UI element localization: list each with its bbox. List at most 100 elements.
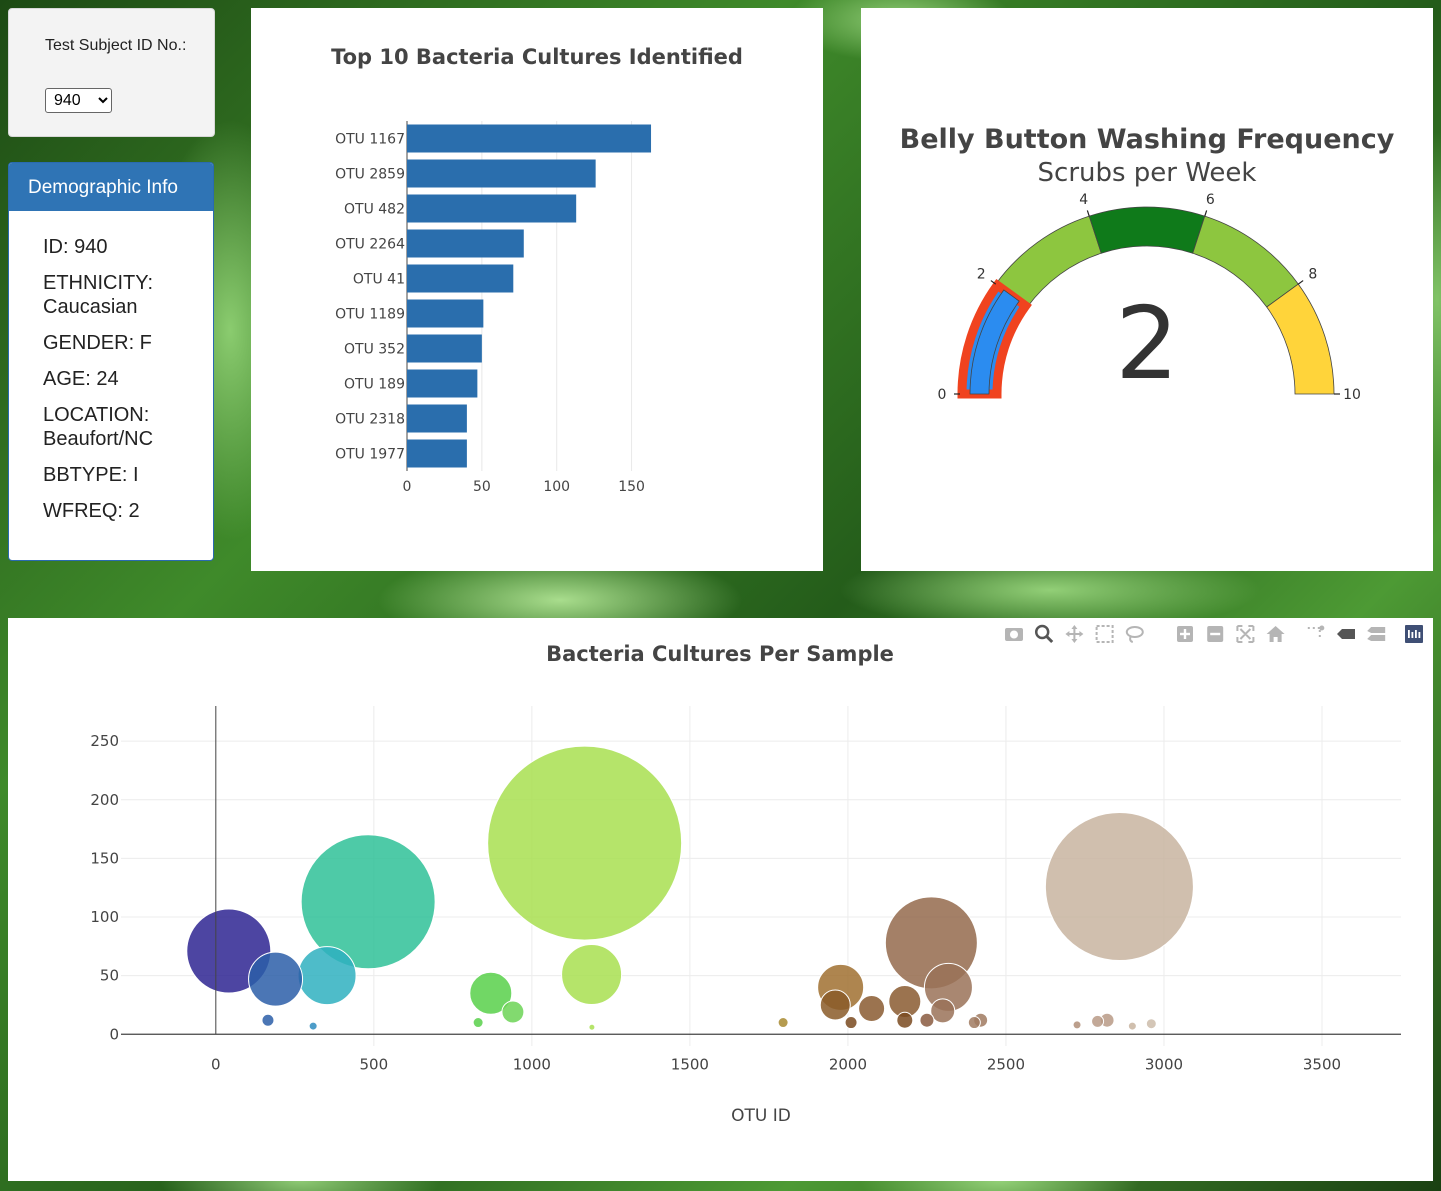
gauge-value: 2 [1115, 285, 1179, 402]
plotly-logo-icon[interactable] [1405, 625, 1423, 643]
bar-x-tick-label: 150 [618, 479, 645, 495]
bubble-chart-title: Bacteria Cultures Per Sample [546, 642, 894, 666]
bar-category-label: OTU 352 [344, 342, 405, 358]
bubble-point[interactable] [896, 1011, 914, 1029]
zoom-out-icon[interactable] [1207, 626, 1224, 642]
bar-chart-tick-labels: 0 50 100 150 [403, 479, 645, 495]
bubble-point[interactable] [588, 1023, 596, 1031]
gauge-tick-label: 8 [1308, 267, 1317, 283]
demographic-info-header: Demographic Info [9, 163, 213, 211]
bubble-point[interactable] [1044, 812, 1194, 962]
lasso-icon[interactable] [1125, 626, 1144, 643]
bar[interactable] [407, 229, 524, 258]
gauge-tick-label: 4 [1079, 192, 1088, 208]
bubble-point[interactable] [1072, 1020, 1082, 1030]
subject-selector-label: Test Subject ID No.: [45, 37, 187, 54]
bubble-y-tick-label: 0 [109, 1025, 119, 1043]
bubble-point[interactable] [1091, 1014, 1105, 1028]
gauge-bands [957, 206, 1335, 399]
bubble-point[interactable] [297, 946, 357, 1006]
demo-age: AGE: 24 [43, 368, 119, 390]
gauge-tick-label: 2 [977, 267, 986, 283]
bar-category-label: OTU 41 [353, 272, 405, 288]
bar-x-tick-label: 50 [473, 479, 491, 495]
bubble-point[interactable] [469, 971, 513, 1015]
bubble-point[interactable] [487, 745, 683, 941]
bubble-y-tick-label: 150 [90, 849, 119, 867]
reset-axes-icon[interactable] [1266, 626, 1285, 642]
subject-id-select[interactable]: 940 [45, 88, 112, 113]
bar[interactable] [407, 404, 467, 433]
bar[interactable] [407, 299, 484, 328]
autoscale-icon[interactable] [1236, 625, 1255, 643]
bubble-x-tick-label: 1000 [513, 1055, 551, 1073]
demo-id: ID: 940 [43, 236, 108, 258]
gauge-tick [1204, 210, 1208, 217]
bubble-x-tick-label: 2500 [987, 1055, 1025, 1073]
gauge-value-bar-fill [969, 289, 1020, 395]
gauge-tick [1297, 280, 1304, 285]
demo-ethnicity: ETHNICITY: Caucasian [43, 272, 154, 318]
bubble-point[interactable] [300, 834, 436, 970]
bubble-point[interactable] [930, 998, 956, 1024]
bubble-point[interactable] [1127, 1021, 1137, 1031]
gauge-tick [1086, 210, 1090, 217]
bubble-point[interactable] [561, 943, 623, 1005]
gauge-band [1266, 283, 1335, 395]
bubble-chart-points [186, 745, 1194, 1031]
demo-wfreq: WFREQ: 2 [43, 500, 140, 522]
gauge-chart[interactable]: Belly Button Washing Frequency Scrubs pe… [861, 8, 1433, 571]
bubble-point[interactable] [472, 1017, 484, 1029]
gauge-subtitle: Scrubs per Week [1038, 158, 1257, 188]
bar-chart[interactable]: Top 10 Bacteria Cultures Identified OTU … [251, 8, 823, 571]
box-select-icon[interactable] [1095, 625, 1114, 643]
bubble-point[interactable] [261, 1013, 275, 1027]
bar-category-label: OTU 1977 [335, 447, 405, 463]
bubble-point[interactable] [844, 1016, 858, 1030]
bar-chart-category-labels: OTU 1167 OTU 2859 OTU 482 OTU 2264 OTU 41 OTU… [335, 132, 405, 463]
bar[interactable] [407, 159, 596, 188]
hover-closest-icon[interactable] [1337, 629, 1355, 639]
bubble-chart-axes: 0 500 1000 1500 2000 2500 3000 3500 0 50 100 150 200… [90, 706, 1401, 1073]
demo-bbtype: BBTYPE: I [43, 464, 139, 486]
bar[interactable] [407, 124, 652, 153]
bubble-point[interactable] [777, 1017, 789, 1029]
zoom-icon[interactable] [1034, 624, 1054, 644]
bubble-chart[interactable]: Bacteria Cultures Per Sample 0 500 1000 150… [8, 618, 1433, 1181]
bar[interactable] [407, 369, 478, 398]
hover-compare-icon[interactable] [1367, 627, 1386, 641]
bubble-x-tick-label: 500 [360, 1055, 389, 1073]
bubble-point[interactable] [501, 1000, 525, 1024]
bubble-y-tick-label: 50 [100, 967, 119, 985]
spike-lines-icon[interactable] [1307, 625, 1325, 638]
bubble-point[interactable] [967, 1016, 981, 1030]
demographic-info-body: ID: 940 ETHNICITY: Caucasian GENDER: F A… [9, 211, 213, 523]
gauge-tick-label: 0 [938, 387, 947, 403]
bar-category-label: OTU 482 [344, 202, 405, 218]
bubble-point[interactable] [248, 951, 304, 1007]
bubble-x-tick-label: 2000 [829, 1055, 867, 1073]
zoom-in-icon[interactable] [1177, 626, 1193, 642]
bar-x-tick-label: 0 [403, 479, 412, 495]
bubble-point[interactable] [308, 1021, 318, 1031]
bar-category-label: OTU 2264 [335, 237, 405, 253]
pan-icon[interactable] [1065, 625, 1084, 643]
bubble-point[interactable] [1145, 1018, 1157, 1030]
gauge-band [1192, 215, 1299, 308]
demo-gender: GENDER: F [43, 332, 152, 354]
bubble-x-tick-label: 0 [211, 1055, 221, 1073]
bar[interactable] [407, 334, 482, 363]
bubble-point[interactable] [858, 994, 886, 1022]
bar-chart-panel: Top 10 Bacteria Cultures Identified OTU … [251, 8, 823, 571]
bar[interactable] [407, 264, 514, 293]
bubble-point[interactable] [919, 1012, 935, 1028]
gauge-band [1088, 206, 1206, 254]
subject-selector-panel: Test Subject ID No.: 940 [8, 8, 215, 137]
bubble-x-tick-label: 1500 [671, 1055, 709, 1073]
bar[interactable] [407, 439, 467, 468]
bar[interactable] [407, 194, 577, 223]
bubble-x-tick-label: 3500 [1303, 1055, 1341, 1073]
bubble-y-tick-label: 250 [90, 732, 119, 750]
camera-icon[interactable] [1005, 628, 1023, 641]
bubble-point[interactable] [819, 989, 851, 1021]
